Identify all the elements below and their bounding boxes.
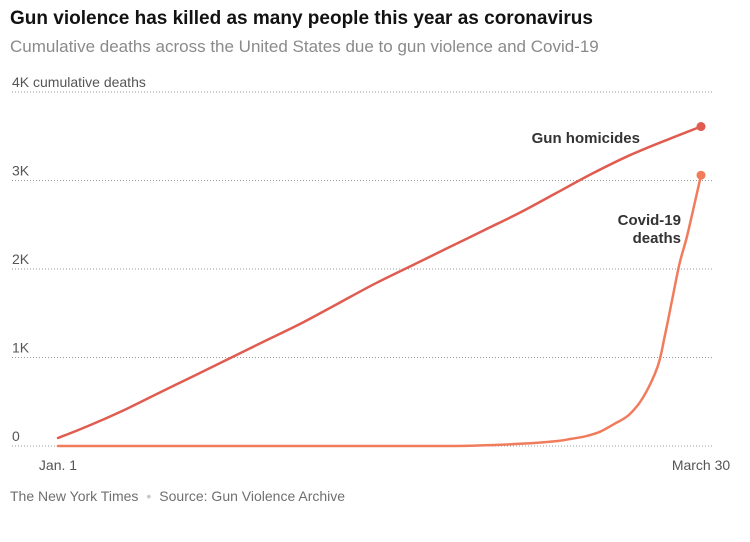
series-label: Covid-19 deaths	[618, 212, 681, 247]
x-tick-label: March 30	[672, 457, 731, 473]
series-label-line: Gun homicides	[532, 130, 640, 147]
chart-title: Gun violence has killed as many people t…	[10, 8, 593, 29]
series-line	[56, 125, 703, 440]
series-label-line: deaths	[633, 230, 681, 247]
series-label-line: Covid-19	[618, 212, 681, 229]
publisher-credit: The New York Times	[10, 488, 139, 504]
y-tick-label: 0	[12, 428, 20, 444]
y-tick-label: 1K	[12, 340, 30, 356]
y-tick-label: 3K	[12, 163, 30, 179]
footer: The New York Times • Source: Gun Violence …	[10, 488, 345, 504]
label-layer: Gun homicides Covid-19 deaths	[532, 130, 681, 247]
y-tick-label: 4K cumulative deaths	[12, 74, 146, 90]
grid-layer: 4K cumulative deaths 3K 2K 1K 0 Jan. 1 March 3…	[12, 74, 730, 473]
source-credit: Source: Gun Violence Archive	[159, 488, 346, 504]
x-tick-label: Jan. 1	[39, 457, 77, 473]
series-label: Gun homicides	[532, 130, 640, 147]
series-endpoint	[696, 170, 706, 180]
chart-subtitle: Cumulative deaths across the United Stat…	[10, 37, 599, 56]
series-line	[56, 173, 703, 448]
line-chart: 4K cumulative deaths 3K 2K 1K 0 Jan. 1 March 3…	[12, 74, 730, 473]
series-layer	[56, 122, 706, 448]
series-endpoint	[696, 122, 706, 132]
footer-separator: •	[146, 488, 152, 504]
y-tick-label: 2K	[12, 251, 30, 267]
